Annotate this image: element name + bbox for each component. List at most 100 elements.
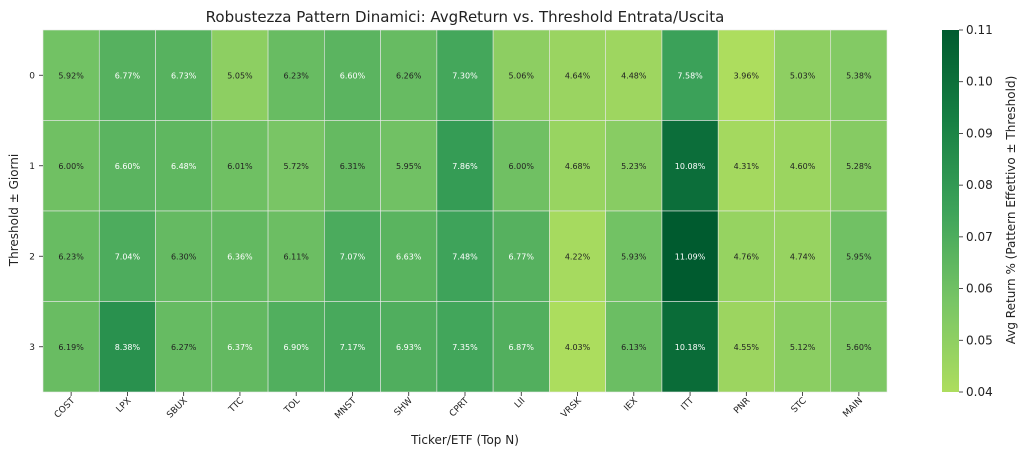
heatmap-cell [830,210,888,302]
heatmap-cell [267,301,325,393]
cell-value-label: 3.96% [734,71,760,80]
cell-value-label: 4.76% [734,252,760,261]
heatmap-cell [380,120,438,212]
heatmap-cell [605,301,663,393]
heatmap-cell [774,120,832,212]
heatmap-cell [661,29,719,121]
heatmap-cell [717,120,775,212]
cell-value-label: 6.37% [227,343,253,352]
cell-value-label: 8.38% [115,343,141,352]
cell-value-label: 7.07% [340,252,366,261]
heatmap-cell [324,120,381,212]
cell-value-label: 5.93% [621,252,647,261]
heatmap-cell [211,301,269,393]
cell-value-label: 4.55% [734,343,760,352]
heatmap-cell [267,210,325,302]
x-tick-label: MNST [333,396,359,422]
heatmap-cell [774,301,832,393]
heatmap-cells: 5.92% 6.77% 6.73% 5.05% 6.23% 6.60% 6.26% 7.30%… [42,29,888,393]
cell-value-label: 4.60% [790,162,816,171]
colorbar-label: Avg Return % (Pattern Effettivo ± Thresh… [1004,76,1018,344]
cell-value-label: 5.95% [396,162,422,171]
heatmap-cell [98,301,156,393]
y-axis-ticks: 0 1 2 3 [29,71,43,353]
colorbar-tick-label: 0.09 [966,126,993,140]
cell-value-label: 5.38% [846,71,872,80]
cell-value-label: 6.48% [171,162,197,171]
heatmap-cell [492,301,550,393]
cell-value-label: 5.60% [846,343,872,352]
cell-value-label: 6.19% [58,343,84,352]
heatmap-cell [661,120,719,212]
x-tick-label: SHW [393,396,415,418]
cell-value-label: 6.93% [396,343,422,352]
cell-value-label: 7.58% [677,71,703,80]
heatmap-cell [436,29,494,121]
heatmap-cell [42,210,100,302]
heatmap-cell [549,120,606,212]
cell-value-label: 6.73% [171,71,197,80]
colorbar-tick-label: 0.04 [966,385,993,399]
cell-value-label: 5.23% [621,162,647,171]
heatmap-cell [661,301,719,393]
y-tick-label: 0 [29,71,35,81]
colorbar-tick-label: 0.10 [966,75,993,89]
x-tick-label: LPX [115,396,134,415]
colorbar-tick-label: 0.07 [966,230,993,244]
cell-value-label: 5.06% [509,71,535,80]
cell-value-label: 6.23% [58,252,84,261]
cell-value-label: 6.87% [509,343,535,352]
cell-value-label: 4.68% [565,162,591,171]
heatmap-cell [774,29,832,121]
cell-value-label: 6.77% [509,252,535,261]
heatmap-cell [549,29,606,121]
heatmap-cell [267,120,325,212]
heatmap-cell [98,120,156,212]
heatmap-cell [492,210,550,302]
x-tick-label: TOL [282,396,302,416]
cell-value-label: 7.86% [452,162,478,171]
heatmap-cell [549,210,606,302]
cell-value-label: 6.11% [283,252,309,261]
x-tick-label: TTC [227,396,247,416]
cell-value-label: 6.36% [227,252,253,261]
y-tick-label: 3 [29,343,35,353]
cell-value-label: 4.64% [565,71,591,80]
cell-value-label: 6.23% [283,71,309,80]
heatmap-cell [436,120,494,212]
heatmap-cell [211,29,269,121]
colorbar: 0.04 0.05 0.06 0.07 0.08 0.09 0.10 0.11 [942,23,993,399]
cell-value-label: 6.77% [115,71,141,80]
x-axis-label: Ticker/ETF (Top N) [410,433,519,447]
cell-value-label: 6.01% [227,162,253,171]
cell-value-label: 11.09% [675,252,706,261]
heatmap-cell [830,29,888,121]
cell-value-label: 6.00% [58,162,84,171]
x-tick-label: VRSK [560,395,585,420]
cell-value-label: 6.90% [283,343,309,352]
cell-value-label: 4.03% [565,343,591,352]
heatmap-cell [324,210,381,302]
heatmap-cell [717,29,775,121]
heatmap-cell [380,210,438,302]
cell-value-label: 5.12% [790,343,816,352]
cell-value-label: 5.95% [846,252,872,261]
x-tick-label: ITT [680,396,697,413]
cell-value-label: 4.31% [734,162,760,171]
heatmap-cell [661,210,719,302]
y-axis-label: Threshold ± Giorni [7,154,21,267]
cell-value-label: 6.30% [171,252,197,261]
colorbar-tick-label: 0.11 [966,23,993,37]
heatmap-cell [211,120,269,212]
cell-value-label: 5.92% [58,71,84,80]
cell-value-label: 7.35% [452,343,478,352]
y-tick-label: 2 [29,252,35,262]
cell-value-label: 6.26% [396,71,422,80]
cell-value-label: 5.72% [283,162,309,171]
cell-value-label: 6.63% [396,252,422,261]
heatmap-cell [324,301,381,393]
cell-value-label: 5.05% [227,71,253,80]
heatmap-cell [830,120,888,212]
cell-value-label: 6.27% [171,343,197,352]
